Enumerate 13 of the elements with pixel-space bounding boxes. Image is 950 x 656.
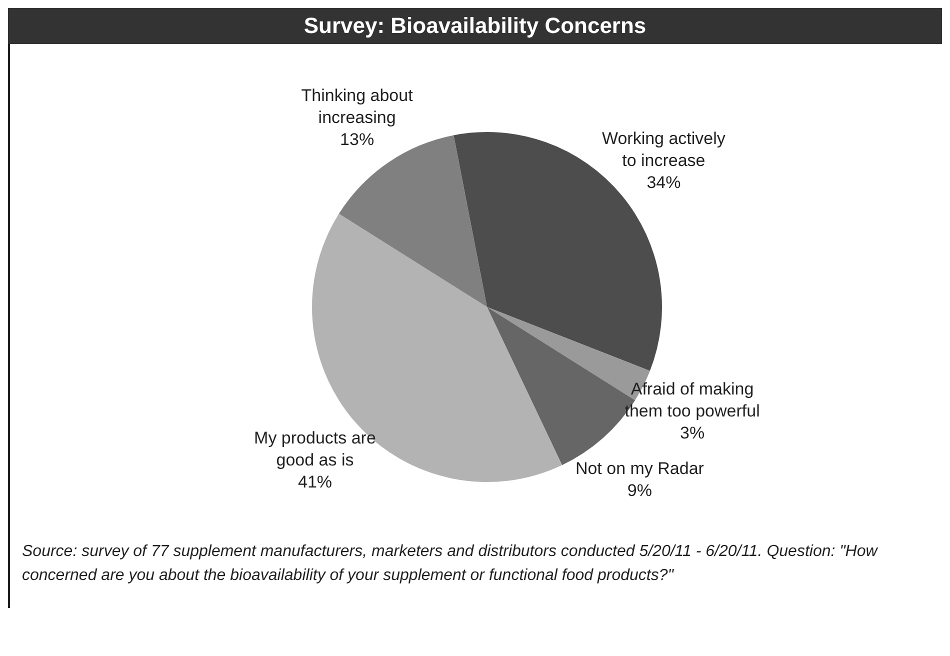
slice-label: Not on my Radar [575,458,704,478]
slice-label: My products are good as is [254,428,376,470]
pie-slice [338,135,487,307]
data-label: 13% [340,130,374,149]
slice-label: Afraid of making them too powerful [624,379,760,420]
data-label: 9% [627,480,652,500]
source-note: Source: survey of 77 supplement manufacturers, marketers and distributors conducted 5/20/11 - 6/20/11. Question: "How concerned are you about the bioavailability of your supplement or functional food products?" [21,542,879,586]
data-label: 34% [646,172,681,192]
slice-label: Working actively to increase [602,128,726,170]
data-label: 41% [298,472,332,492]
chart-title: Survey: Bioavailability Concerns [8,8,942,44]
data-label: 3% [680,423,705,442]
slice-label: Thinking about increasing [301,86,414,127]
